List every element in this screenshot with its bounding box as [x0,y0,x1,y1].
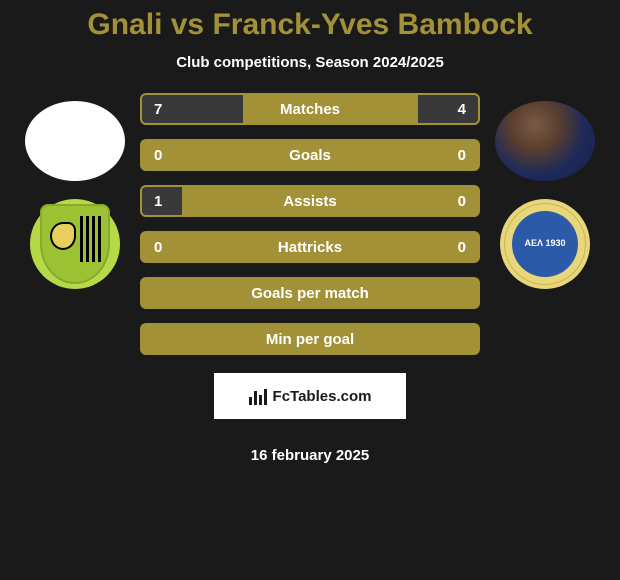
stat-bar-goals: 0 Goals 0 [140,139,480,171]
source-link[interactable]: FcTables.com [214,373,406,419]
stat-label: Hattricks [142,239,478,256]
main-row: 7 Matches 4 0 Goals 0 1 Assists 0 [0,93,620,464]
stat-bar-hattricks: 0 Hattricks 0 [140,231,480,263]
stat-label: Min per goal [142,331,478,348]
club-badge-left [30,199,120,289]
stats-column: 7 Matches 4 0 Goals 0 1 Assists 0 [130,93,490,464]
club-badge-left-shield [40,204,110,284]
stat-value-right: 0 [458,239,466,256]
eagle-icon [50,222,76,250]
player-right-column: AEΛ 1930 [490,93,600,289]
snapshot-date: 16 february 2025 [251,447,369,464]
comparison-widget: Gnali vs Franck-Yves Bambock Club compet… [0,0,620,580]
stat-label: Assists [142,193,478,210]
badge-center-text: AEΛ 1930 [524,239,565,249]
stat-bar-min-per-goal: Min per goal [140,323,480,355]
stat-value-right: 0 [458,193,466,210]
stat-bar-goals-per-match: Goals per match [140,277,480,309]
chart-icon [249,387,267,405]
stat-value-right: 4 [458,101,466,118]
source-brand: FcTables.com [273,388,372,405]
page-title: Gnali vs Franck-Yves Bambock [87,8,532,42]
shield-stripes-icon [80,216,102,262]
player-left-photo [25,101,125,181]
player-left-column [20,93,130,289]
stat-bar-matches: 7 Matches 4 [140,93,480,125]
stat-bar-assists: 1 Assists 0 [140,185,480,217]
stat-label: Matches [142,101,478,118]
club-badge-right: AEΛ 1930 [500,199,590,289]
stat-value-right: 0 [458,147,466,164]
stat-label: Goals [142,147,478,164]
player-right-photo [495,101,595,181]
season-subtitle: Club competitions, Season 2024/2025 [176,54,444,71]
stat-label: Goals per match [142,285,478,302]
club-badge-right-inner: AEΛ 1930 [512,211,578,277]
